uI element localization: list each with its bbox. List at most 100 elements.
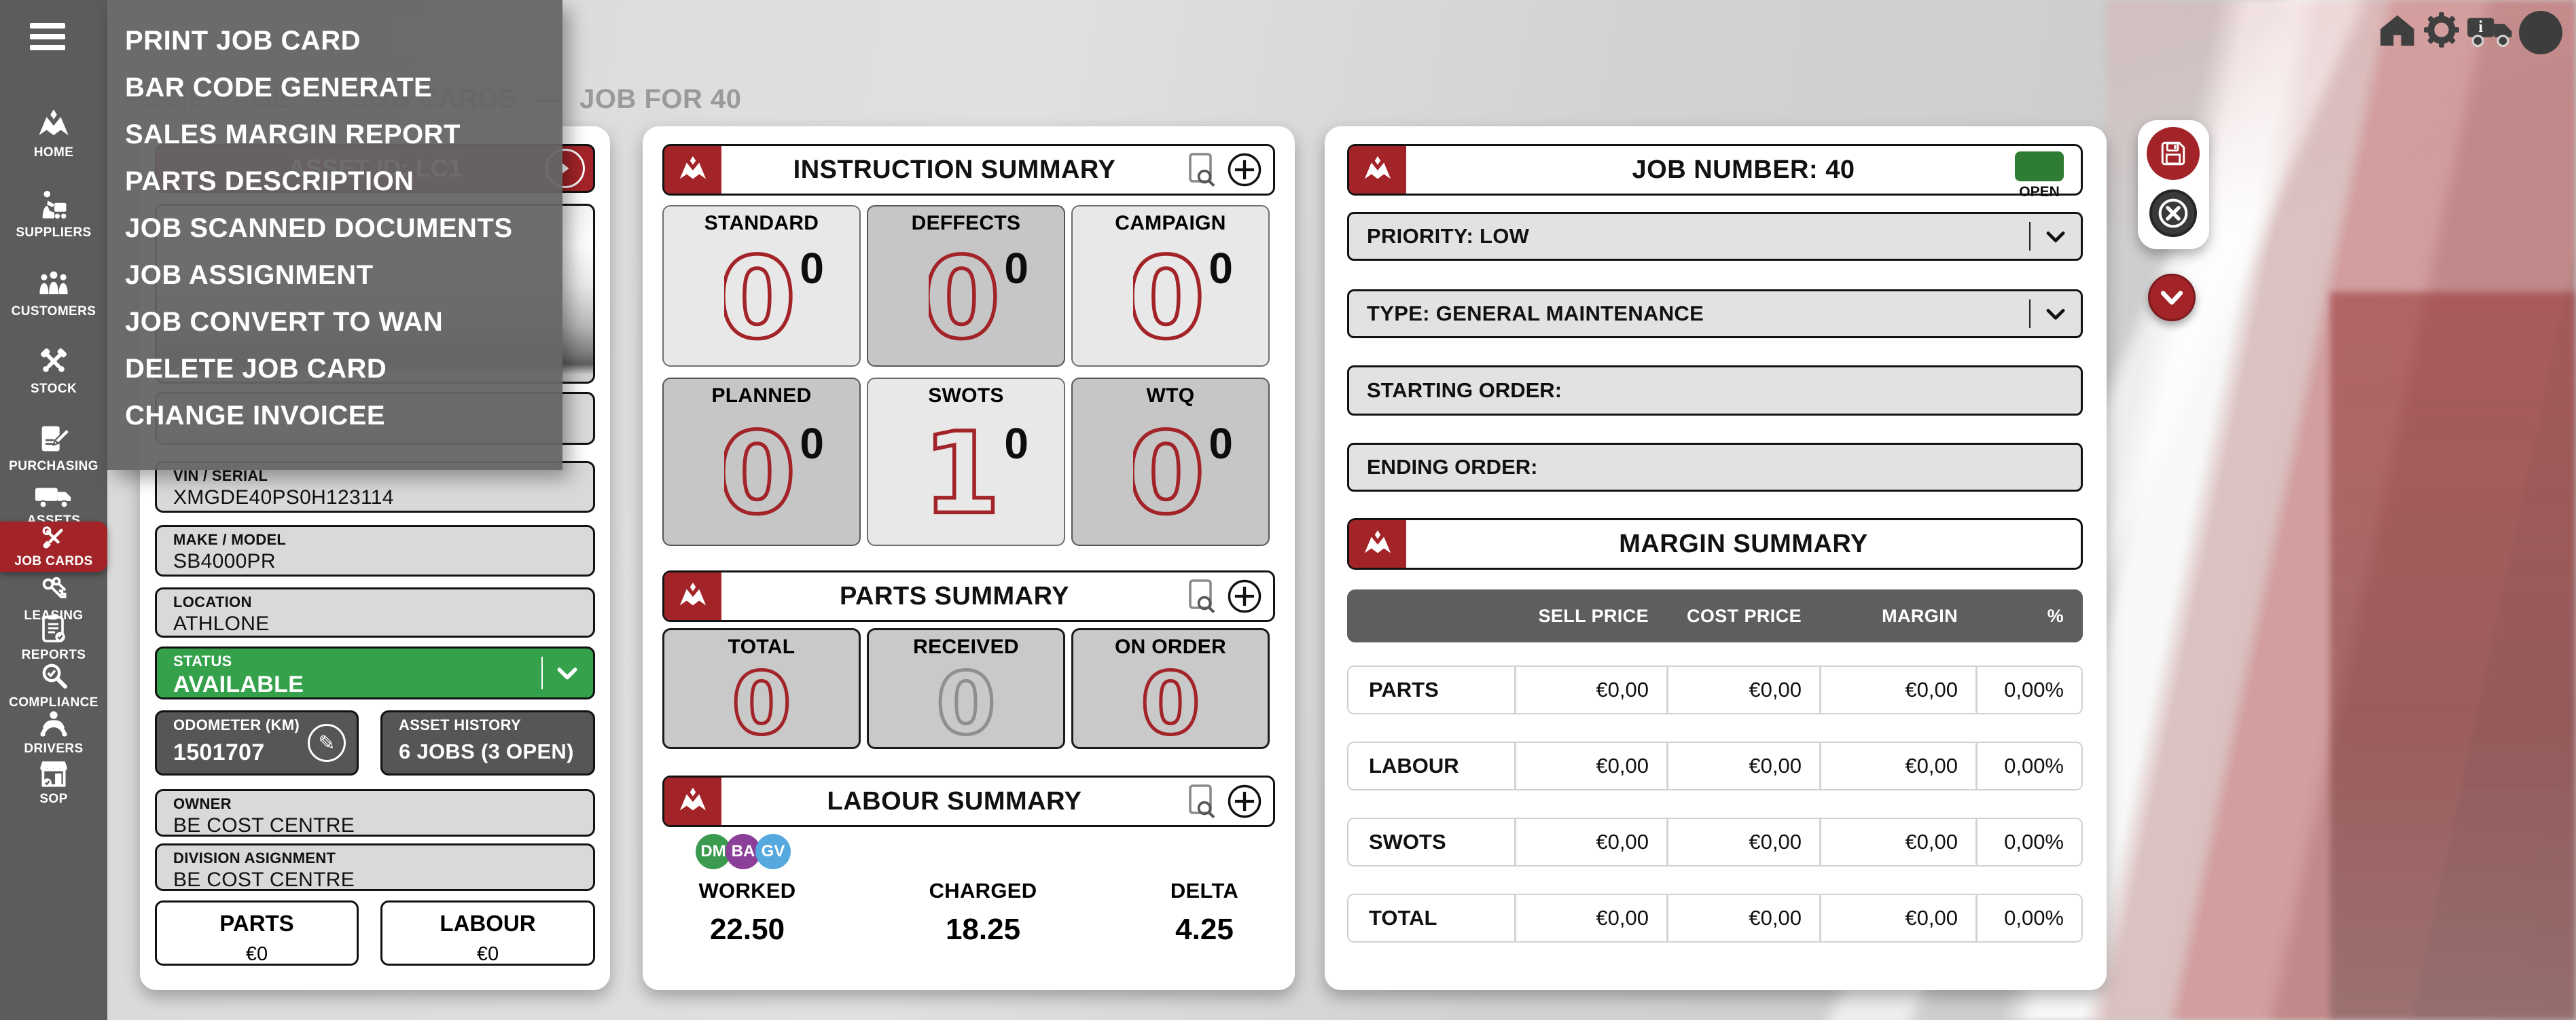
sidebar-item-customers[interactable]: CUSTOMERS <box>0 266 107 319</box>
tile-wtq[interactable]: WTQ 0 0 <box>1071 378 1270 546</box>
sidebar-item-sop[interactable]: SOP <box>0 758 107 807</box>
menu-item-bar-code-generate[interactable]: BAR CODE GENERATE <box>125 73 433 103</box>
worked-label: WORKED <box>698 879 796 903</box>
hamburger-menu-button[interactable] <box>30 23 65 50</box>
delta-stat: DELTA 4.25 <box>1123 879 1286 947</box>
brand-logo-icon <box>1364 530 1391 553</box>
margin-summary-header: MARGIN SUMMARY <box>1347 518 2083 570</box>
margin-row-labour: LABOUR €0,00 €0,00 €0,00 0,00% <box>1347 742 2083 790</box>
odometer-field[interactable]: ODOMETER (KM) 1501707 ✎ <box>155 710 359 776</box>
cell-cost: €0,00 <box>1668 666 1821 714</box>
sidebar-item-label: SOP <box>39 792 68 806</box>
mechanic-badge-gv[interactable]: GV <box>755 834 791 869</box>
document-search-icon[interactable] <box>1187 152 1217 187</box>
priority-select[interactable]: PRIORITY: LOW <box>1347 212 2083 261</box>
settings-gear-icon[interactable] <box>2424 12 2459 48</box>
priority-select-value: PRIORITY: LOW <box>1367 224 1530 248</box>
asset-history-field[interactable]: ASSET HISTORY 6 JOBS (3 OPEN) <box>380 710 595 776</box>
type-select[interactable]: TYPE: GENERAL MAINTENANCE <box>1347 289 2083 338</box>
cell-margin: €0,00 <box>1821 894 1977 943</box>
menu-item-parts-description[interactable]: PARTS DESCRIPTION <box>125 166 414 196</box>
expand-down-button[interactable] <box>2148 274 2196 321</box>
sidebar-item-compliance[interactable]: COMPLIANCE <box>0 660 107 710</box>
supplier-cart-icon <box>0 187 107 223</box>
big-digit: 0 <box>937 660 995 746</box>
instruction-summary-title: INSTRUCTION SUMMARY <box>793 155 1116 184</box>
svg-text:0: 0 <box>724 416 796 530</box>
document-search-icon[interactable] <box>1187 784 1217 819</box>
job-number-header: JOB NUMBER: 40 OPEN <box>1347 144 2083 200</box>
sidebar-item-job-cards[interactable]: JOB CARDS <box>0 522 107 572</box>
tile-label: DEFFECTS <box>911 212 1021 234</box>
svg-text:0: 0 <box>724 240 796 354</box>
sidebar-item-suppliers[interactable]: SUPPLIERS <box>0 187 107 240</box>
mechanic-badge-dm[interactable]: DM <box>696 834 731 869</box>
menu-item-job-assignment[interactable]: JOB ASSIGNMENT <box>125 260 374 290</box>
sidebar-item-purchasing[interactable]: PURCHASING <box>0 421 107 474</box>
ending-order-input[interactable]: ENDING ORDER: <box>1347 443 2083 492</box>
big-digit: 0 <box>733 660 790 746</box>
menu-item-job-scanned-documents[interactable]: JOB SCANNED DOCUMENTS <box>125 213 513 243</box>
tile-standard[interactable]: STANDARD 0 0 <box>662 205 861 367</box>
odometer-edit-button[interactable]: ✎ <box>308 724 346 762</box>
sidebar-item-label: JOB CARDS <box>14 554 93 568</box>
svg-text:0: 0 <box>1133 416 1205 530</box>
menu-item-delete-job-card[interactable]: DELETE JOB CARD <box>125 354 387 384</box>
brand-logo-icon <box>679 787 706 811</box>
add-labour-icon[interactable] <box>1227 784 1262 819</box>
home-icon[interactable] <box>2379 14 2416 48</box>
big-digit: 0 <box>724 416 798 530</box>
parts-tile-total[interactable]: TOTAL 0 <box>662 628 861 749</box>
starting-order-input[interactable]: STARTING ORDER: <box>1347 365 2083 416</box>
tile-campaign[interactable]: CAMPAIGN 0 0 <box>1071 205 1270 367</box>
tile-swots[interactable]: SWOTS 1 0 <box>867 378 1065 546</box>
menu-item-print-job-card[interactable]: PRINT JOB CARD <box>125 26 361 56</box>
save-button[interactable] <box>2147 127 2200 180</box>
tile-deffects[interactable]: DEFFECTS 0 0 <box>867 205 1065 367</box>
close-button[interactable] <box>2149 189 2197 237</box>
division-assignment-field[interactable]: DIVISION ASIGNMENT BE COST CENTRE <box>155 843 595 891</box>
document-search-icon[interactable] <box>1187 579 1217 614</box>
fleet-truck-info-icon[interactable]: i <box>2466 15 2516 48</box>
sidebar-item-label: DRIVERS <box>24 742 84 756</box>
location-field[interactable]: LOCATION ATHLONE <box>155 587 595 638</box>
svg-text:1: 1 <box>929 416 1001 530</box>
col-cost-price: COST PRICE <box>1686 605 1802 626</box>
sidebar-item-drivers[interactable]: DRIVERS <box>0 709 107 757</box>
sidebar-item-label: SUPPLIERS <box>16 225 92 240</box>
clipboard-check-icon <box>0 613 107 645</box>
job-status-open: OPEN <box>2009 151 2070 200</box>
brand-badge <box>1349 146 1406 194</box>
make-model-field[interactable]: MAKE / MODEL SB4000PR <box>155 525 595 577</box>
menu-item-change-invoicee[interactable]: CHANGE INVOICEE <box>125 401 386 431</box>
sidebar-item-stock[interactable]: STOCK <box>0 344 107 397</box>
summary-panel: INSTRUCTION SUMMARY STANDARD 0 0 DEFFECT… <box>643 126 1295 990</box>
tile-planned[interactable]: PLANNED 0 0 <box>662 378 861 546</box>
location-label: LOCATION <box>173 594 252 611</box>
save-icon <box>2161 141 2185 166</box>
charged-stat: CHARGED 18.25 <box>901 879 1065 947</box>
parts-tile-received[interactable]: RECEIVED 0 <box>867 628 1065 749</box>
chevron-down-icon <box>557 668 577 680</box>
parts-tile-on-order[interactable]: ON ORDER 0 <box>1071 628 1270 749</box>
margin-summary-title: MARGIN SUMMARY <box>1619 529 1868 558</box>
vin-serial-label: VIN / SERIAL <box>173 467 268 484</box>
sidebar-item-home[interactable]: HOME <box>0 107 107 160</box>
menu-item-sales-margin-report[interactable]: SALES MARGIN REPORT <box>125 120 461 149</box>
tile-label: SWOTS <box>928 384 1004 407</box>
profile-avatar[interactable] <box>2519 11 2562 54</box>
menu-item-job-convert-to-wan[interactable]: JOB CONVERT TO WAN <box>125 307 444 337</box>
status-select[interactable]: STATUS AVAILABLE <box>155 646 595 699</box>
owner-field[interactable]: OWNER BE COST CENTRE <box>155 789 595 837</box>
add-instruction-icon[interactable] <box>1227 152 1262 187</box>
sidebar-item-reports[interactable]: REPORTS <box>0 613 107 663</box>
instruction-summary-header: INSTRUCTION SUMMARY <box>662 144 1275 196</box>
people-group-icon <box>0 266 107 302</box>
tile-count: 0 <box>1004 419 1028 468</box>
svg-text:0: 0 <box>1133 240 1205 354</box>
add-part-icon[interactable] <box>1227 579 1262 614</box>
big-digit: 0 <box>929 240 1003 354</box>
brand-logo-icon <box>0 107 107 143</box>
mechanic-badge-ba[interactable]: BA <box>726 834 761 869</box>
